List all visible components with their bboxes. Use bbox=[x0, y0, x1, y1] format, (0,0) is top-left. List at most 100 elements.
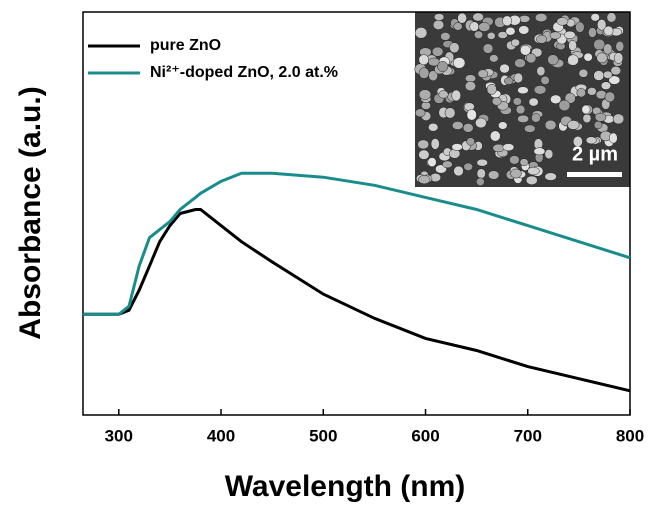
particle bbox=[608, 75, 621, 85]
x-tick-label: 300 bbox=[105, 426, 133, 445]
y-axis-label: Absorbance (a.u.) bbox=[14, 86, 47, 339]
particle bbox=[478, 22, 491, 32]
particle bbox=[525, 53, 537, 64]
particle bbox=[608, 132, 618, 144]
particle bbox=[594, 112, 607, 122]
particle bbox=[510, 168, 522, 179]
particle bbox=[451, 121, 464, 130]
particle bbox=[465, 74, 476, 83]
particle bbox=[449, 42, 460, 54]
particle bbox=[536, 66, 546, 77]
particle bbox=[451, 89, 462, 102]
particle bbox=[482, 43, 494, 54]
particle bbox=[486, 83, 497, 95]
particle bbox=[491, 97, 502, 106]
particle bbox=[593, 120, 603, 130]
particle bbox=[453, 57, 466, 69]
particle bbox=[581, 104, 591, 115]
particle bbox=[417, 139, 430, 150]
legend-label: pure ZnO bbox=[150, 37, 221, 54]
particle bbox=[498, 121, 508, 130]
particle bbox=[488, 170, 500, 180]
particle bbox=[604, 91, 616, 103]
particle bbox=[499, 63, 510, 74]
particle bbox=[567, 120, 580, 130]
plot-frame bbox=[82, 11, 631, 416]
particle bbox=[612, 113, 625, 125]
particle bbox=[489, 54, 499, 63]
particle bbox=[472, 12, 484, 22]
particle bbox=[414, 108, 426, 118]
x-tick-label: 600 bbox=[411, 426, 439, 445]
particle bbox=[585, 136, 597, 145]
particle bbox=[502, 143, 515, 152]
particle bbox=[606, 12, 617, 23]
particle bbox=[420, 101, 431, 110]
x-tick-label: 400 bbox=[207, 426, 235, 445]
particle bbox=[615, 40, 625, 52]
particle bbox=[544, 149, 554, 160]
scale-bar bbox=[567, 172, 622, 177]
particle bbox=[418, 149, 430, 160]
particle bbox=[440, 32, 451, 41]
particle bbox=[558, 99, 571, 112]
particle bbox=[533, 85, 547, 95]
particle bbox=[547, 54, 559, 66]
particle bbox=[427, 157, 437, 168]
particle bbox=[476, 158, 488, 167]
particle bbox=[457, 12, 467, 24]
particle bbox=[451, 143, 463, 151]
particle bbox=[603, 43, 613, 55]
particle bbox=[475, 117, 487, 129]
particle bbox=[505, 26, 516, 36]
particle bbox=[544, 119, 557, 131]
particle bbox=[438, 90, 449, 99]
particle bbox=[486, 32, 496, 40]
particle bbox=[515, 104, 526, 115]
particle bbox=[535, 13, 548, 23]
particle bbox=[462, 123, 474, 133]
particle bbox=[418, 67, 430, 79]
particle bbox=[525, 175, 538, 185]
particle bbox=[575, 21, 585, 33]
particle bbox=[433, 13, 445, 21]
particle bbox=[437, 61, 449, 73]
x-tick-label: 500 bbox=[309, 426, 337, 445]
particle bbox=[567, 54, 579, 66]
particle bbox=[519, 158, 529, 167]
particle bbox=[476, 168, 486, 179]
particle bbox=[418, 54, 429, 66]
particle bbox=[576, 88, 586, 98]
particle bbox=[432, 19, 445, 30]
particle bbox=[476, 177, 485, 186]
particle bbox=[610, 65, 622, 76]
particle bbox=[544, 172, 557, 181]
particle bbox=[418, 89, 432, 100]
particle bbox=[556, 17, 569, 26]
x-axis-label: Wavelength (nm) bbox=[225, 470, 466, 503]
x-tick-label: 700 bbox=[514, 426, 542, 445]
particle bbox=[517, 114, 529, 123]
particle bbox=[509, 155, 520, 165]
particle bbox=[596, 52, 608, 64]
scale-bar-label: 2 µm bbox=[572, 143, 618, 165]
particle bbox=[582, 113, 592, 124]
particle bbox=[469, 21, 480, 32]
particle bbox=[603, 70, 613, 79]
x-tick-label: 800 bbox=[616, 426, 644, 445]
particle bbox=[517, 86, 529, 95]
particle bbox=[549, 31, 562, 40]
particle bbox=[533, 147, 546, 156]
particle bbox=[572, 136, 583, 148]
particle bbox=[568, 40, 577, 51]
particle bbox=[540, 75, 550, 85]
particle bbox=[504, 77, 514, 85]
particle bbox=[583, 52, 593, 62]
particle bbox=[453, 165, 464, 177]
particle bbox=[524, 124, 536, 133]
particle bbox=[513, 72, 523, 84]
particle bbox=[587, 87, 597, 96]
particle bbox=[603, 25, 614, 36]
particle bbox=[597, 19, 607, 31]
